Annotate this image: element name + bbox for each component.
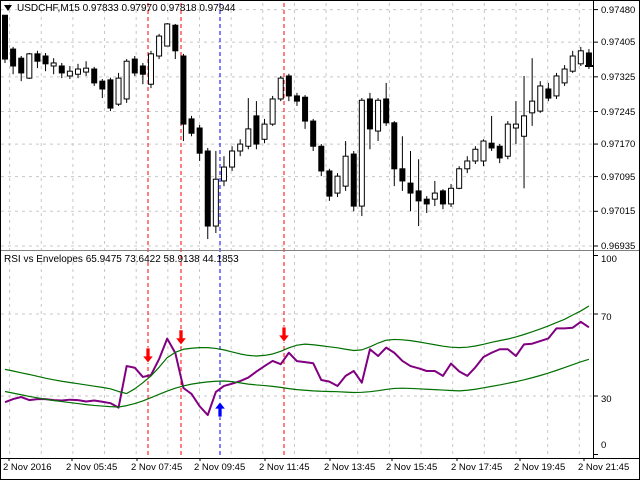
symbol-ohlc-label: USDCHF,M15 0.97833 0.97970 0.97818 0.979…: [17, 2, 236, 14]
price-axis-label: 0.97405: [601, 37, 636, 49]
price-axis-label: 0.97015: [601, 206, 636, 218]
price-chart-panel[interactable]: [1, 1, 593, 251]
time-axis-label: 2 Nov 05:45: [66, 462, 118, 473]
price-axis-label: 0.97325: [601, 71, 636, 83]
time-axis-label: 2 Nov 2016: [3, 462, 52, 473]
time-axis-label: 2 Nov 07:45: [131, 462, 183, 473]
chart-menu-triangle-icon[interactable]: [4, 5, 12, 11]
price-axis-label: 0.96935: [601, 241, 636, 252]
price-axis-label: 0.97095: [601, 171, 636, 183]
indicator-values-label: RSI vs Envelopes 65.9475 73.6422 58.9138…: [4, 254, 239, 265]
chart-title-bar: USDCHF,M15 0.97833 0.97970 0.97818 0.979…: [4, 2, 236, 14]
time-axis-label: 2 Nov 17:45: [451, 462, 503, 473]
rsi-axis-label: 70: [601, 312, 612, 323]
time-axis-label: 2 Nov 15:45: [386, 462, 438, 473]
rsi-indicator-panel[interactable]: [1, 251, 593, 458]
time-axis-label: 2 Nov 09:45: [194, 462, 246, 473]
time-axis-label: 2 Nov 11:45: [259, 462, 310, 473]
rsi-axis-label: 0: [601, 439, 607, 451]
price-axis-label: 0.97170: [601, 139, 636, 151]
time-axis-label: 2 Nov 21:45: [578, 462, 630, 473]
time-axis-label: 2 Nov 13:45: [324, 462, 376, 473]
price-axis[interactable]: [594, 1, 639, 458]
price-axis-label: 0.97245: [601, 106, 636, 118]
rsi-axis-label: 30: [601, 394, 612, 405]
price-axis-label: 0.97480: [601, 4, 636, 16]
time-axis-label: 2 Nov 19:45: [514, 462, 566, 473]
rsi-axis-label: 100: [601, 253, 617, 265]
time-axis[interactable]: [1, 459, 639, 479]
